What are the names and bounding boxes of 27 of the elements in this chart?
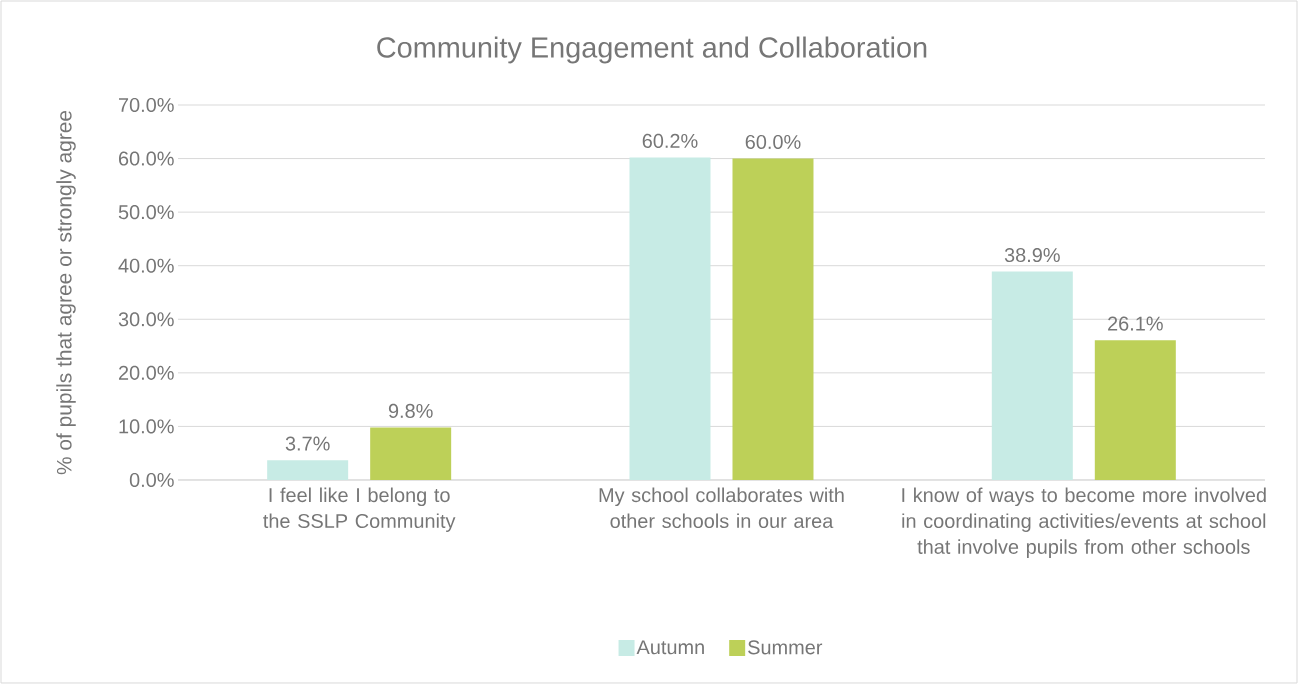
data-label: 26.1% bbox=[1108, 316, 1163, 331]
data-label: 38.9% bbox=[1004, 247, 1060, 263]
x-tick-label: I feel like I belong to the SSLP Community bbox=[263, 487, 456, 532]
y-tick-label: 10.0% bbox=[119, 419, 174, 434]
y-axis-title: % of pupils that agree or strongly agree bbox=[56, 110, 76, 475]
y-tick-label: 60.0% bbox=[119, 151, 174, 166]
data-label: 60.0% bbox=[745, 134, 801, 150]
y-tick-label: 20.0% bbox=[118, 365, 174, 380]
legend-label: Summer bbox=[748, 640, 823, 655]
bar bbox=[1094, 340, 1176, 480]
chart-title: Community Engagement and Collaboration bbox=[377, 36, 927, 64]
y-tick-label: 70.0% bbox=[119, 97, 174, 113]
bar bbox=[629, 157, 711, 480]
bar bbox=[370, 427, 452, 480]
x-tick-label: I know of ways to become more involved in coordinating activities/events at school that involve pupils from other schools bbox=[902, 487, 1266, 558]
bar bbox=[267, 460, 349, 480]
y-tick-label: 50.0% bbox=[118, 205, 174, 220]
data-label: 60.2% bbox=[642, 133, 698, 148]
x-tick-label: My school collaborates with other schools in our area bbox=[599, 487, 844, 529]
bar bbox=[991, 271, 1073, 480]
data-label: 9.8% bbox=[388, 403, 433, 418]
y-tick-label: 30.0% bbox=[118, 312, 174, 327]
y-tick-label: 0.0% bbox=[129, 472, 174, 488]
bar bbox=[732, 158, 814, 480]
y-tick-label: 40.0% bbox=[118, 258, 174, 273]
legend-label: Autumn bbox=[636, 640, 704, 655]
data-label: 3.7% bbox=[285, 436, 330, 451]
